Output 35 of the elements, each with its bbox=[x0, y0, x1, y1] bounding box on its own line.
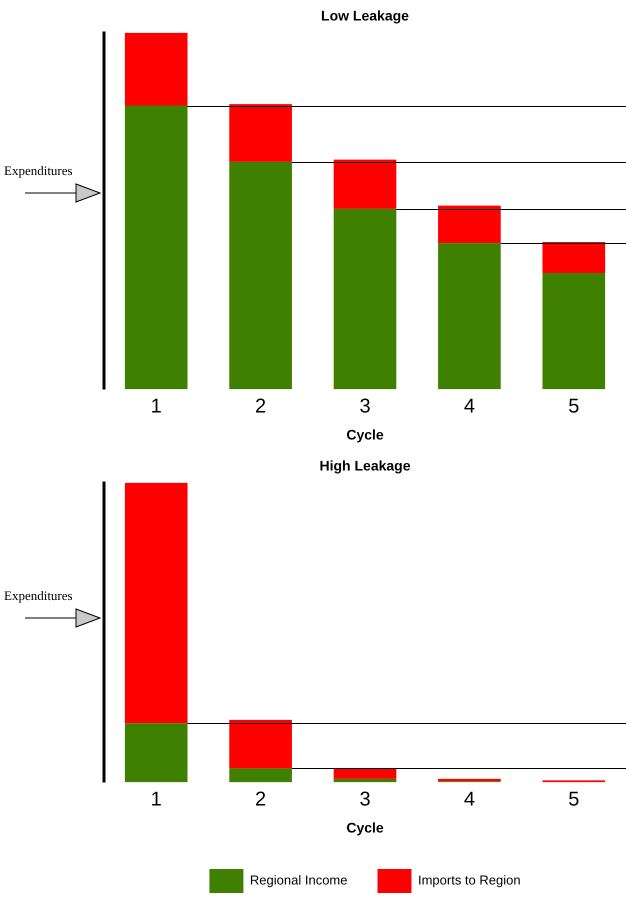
bar bbox=[334, 208, 396, 390]
x-tick-label: 5 bbox=[568, 788, 580, 811]
bar bbox=[229, 162, 292, 390]
x-tick-label: 1 bbox=[150, 788, 162, 811]
bar bbox=[334, 160, 396, 209]
x-axis-title: Cycle bbox=[346, 426, 384, 442]
bar bbox=[542, 242, 606, 274]
x-tick-label: 4 bbox=[464, 396, 475, 418]
legend-label: Regional Income bbox=[250, 872, 348, 888]
x-tick-label: 4 bbox=[464, 788, 475, 811]
x-tick-label: 3 bbox=[359, 396, 371, 418]
bar bbox=[229, 720, 292, 768]
x-tick-label: 5 bbox=[568, 396, 580, 418]
bar bbox=[334, 768, 396, 779]
bar bbox=[124, 106, 188, 390]
bar bbox=[334, 778, 396, 782]
bar bbox=[124, 32, 188, 106]
text: Expenditures bbox=[4, 588, 73, 604]
chart-title: Low Leakage bbox=[321, 7, 410, 24]
x-tick-label: 1 bbox=[150, 396, 162, 418]
x-tick-label: 3 bbox=[359, 788, 371, 811]
bar bbox=[229, 104, 292, 162]
bar bbox=[229, 768, 292, 782]
legend-label: Imports to Region bbox=[418, 872, 521, 888]
chart-title: High Leakage bbox=[319, 457, 411, 474]
bar bbox=[124, 482, 188, 724]
bar bbox=[438, 206, 501, 244]
bar bbox=[124, 723, 188, 782]
x-axis-title: Cycle bbox=[346, 819, 384, 836]
text: Expenditures bbox=[4, 163, 73, 180]
bar bbox=[542, 273, 606, 390]
bar bbox=[438, 778, 501, 782]
bar bbox=[438, 243, 501, 390]
x-tick-label: 2 bbox=[255, 396, 266, 418]
x-tick-label: 2 bbox=[255, 788, 266, 811]
